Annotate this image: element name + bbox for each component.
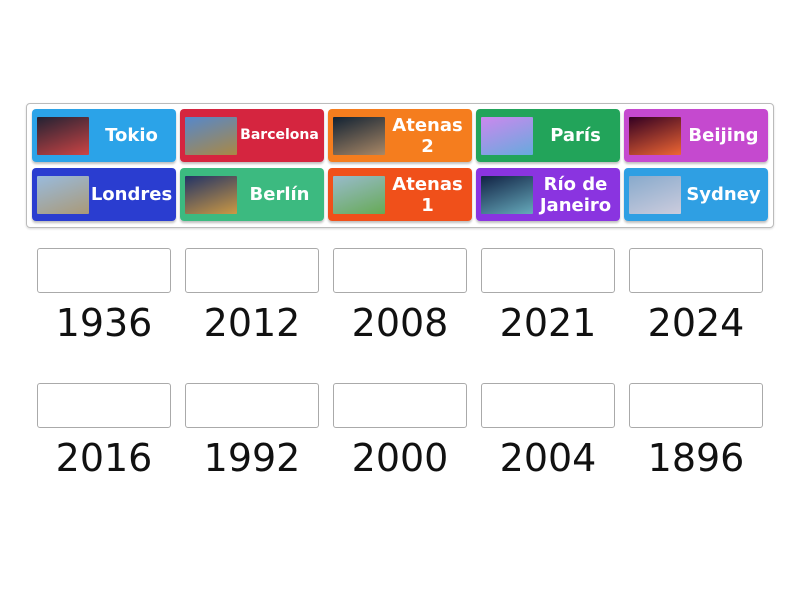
year-label: 2012	[203, 301, 301, 345]
drop-box-2008[interactable]	[333, 248, 467, 293]
year-label: 2008	[351, 301, 449, 345]
tile-parís[interactable]: París	[476, 109, 620, 162]
tokyo-stadium-photo	[37, 116, 89, 155]
tower-bridge-photo	[37, 175, 89, 214]
tile-atenas-2[interactable]: Atenas 2	[328, 109, 472, 162]
year-label: 2000	[351, 436, 449, 480]
tile-londres[interactable]: Londres	[32, 168, 176, 221]
acropolis-day-photo	[333, 175, 385, 214]
tile-atenas-1[interactable]: Atenas 1	[328, 168, 472, 221]
drop-box-2000[interactable]	[333, 383, 467, 428]
brandenburg-gate-photo	[185, 175, 237, 214]
forbidden-city-photo	[629, 116, 681, 155]
tile-beijing[interactable]: Beijing	[624, 109, 768, 162]
tile-label: Tokio	[105, 125, 158, 146]
cristo-redentor-photo	[481, 175, 533, 214]
tile-sydney[interactable]: Sydney	[624, 168, 768, 221]
drop-box-1896[interactable]	[629, 383, 763, 428]
tile-barcelona[interactable]: Barcelona	[180, 109, 324, 162]
drop-box-2024[interactable]	[629, 248, 763, 293]
year-label: 1992	[203, 436, 301, 480]
sydney-opera-house-photo	[629, 175, 681, 214]
year-label: 1936	[55, 301, 153, 345]
tile-label: París	[550, 125, 601, 146]
year-label: 2016	[55, 436, 153, 480]
drop-box-2012[interactable]	[185, 248, 319, 293]
year-label: 2004	[499, 436, 597, 480]
drop-box-2016[interactable]	[37, 383, 171, 428]
tile-label: Londres	[90, 184, 173, 205]
answer-tray	[26, 103, 774, 228]
parthenon-night-photo	[333, 116, 385, 155]
tile-label: Atenas 2	[392, 114, 463, 157]
drop-box-1992[interactable]	[185, 383, 319, 428]
tile-label: Barcelona	[240, 127, 319, 143]
eiffel-tower-photo	[481, 116, 533, 155]
drop-box-2021[interactable]	[481, 248, 615, 293]
year-label: 2021	[499, 301, 597, 345]
tile-tokio[interactable]: Tokio	[32, 109, 176, 162]
tile-label: Berlín	[249, 184, 310, 205]
year-label: 1896	[647, 436, 745, 480]
tile-label: Beijing	[688, 125, 759, 146]
sagrada-familia-photo	[185, 116, 237, 155]
tile-río-de-janeiro[interactable]: Río de Janeiro	[476, 168, 620, 221]
tile-label: Río de Janeiro	[539, 173, 612, 216]
drop-box-2004[interactable]	[481, 383, 615, 428]
tile-berlín[interactable]: Berlín	[180, 168, 324, 221]
tile-label: Atenas 1	[392, 173, 463, 216]
year-label: 2024	[647, 301, 745, 345]
tile-label: Sydney	[686, 184, 761, 205]
drop-box-1936[interactable]	[37, 248, 171, 293]
